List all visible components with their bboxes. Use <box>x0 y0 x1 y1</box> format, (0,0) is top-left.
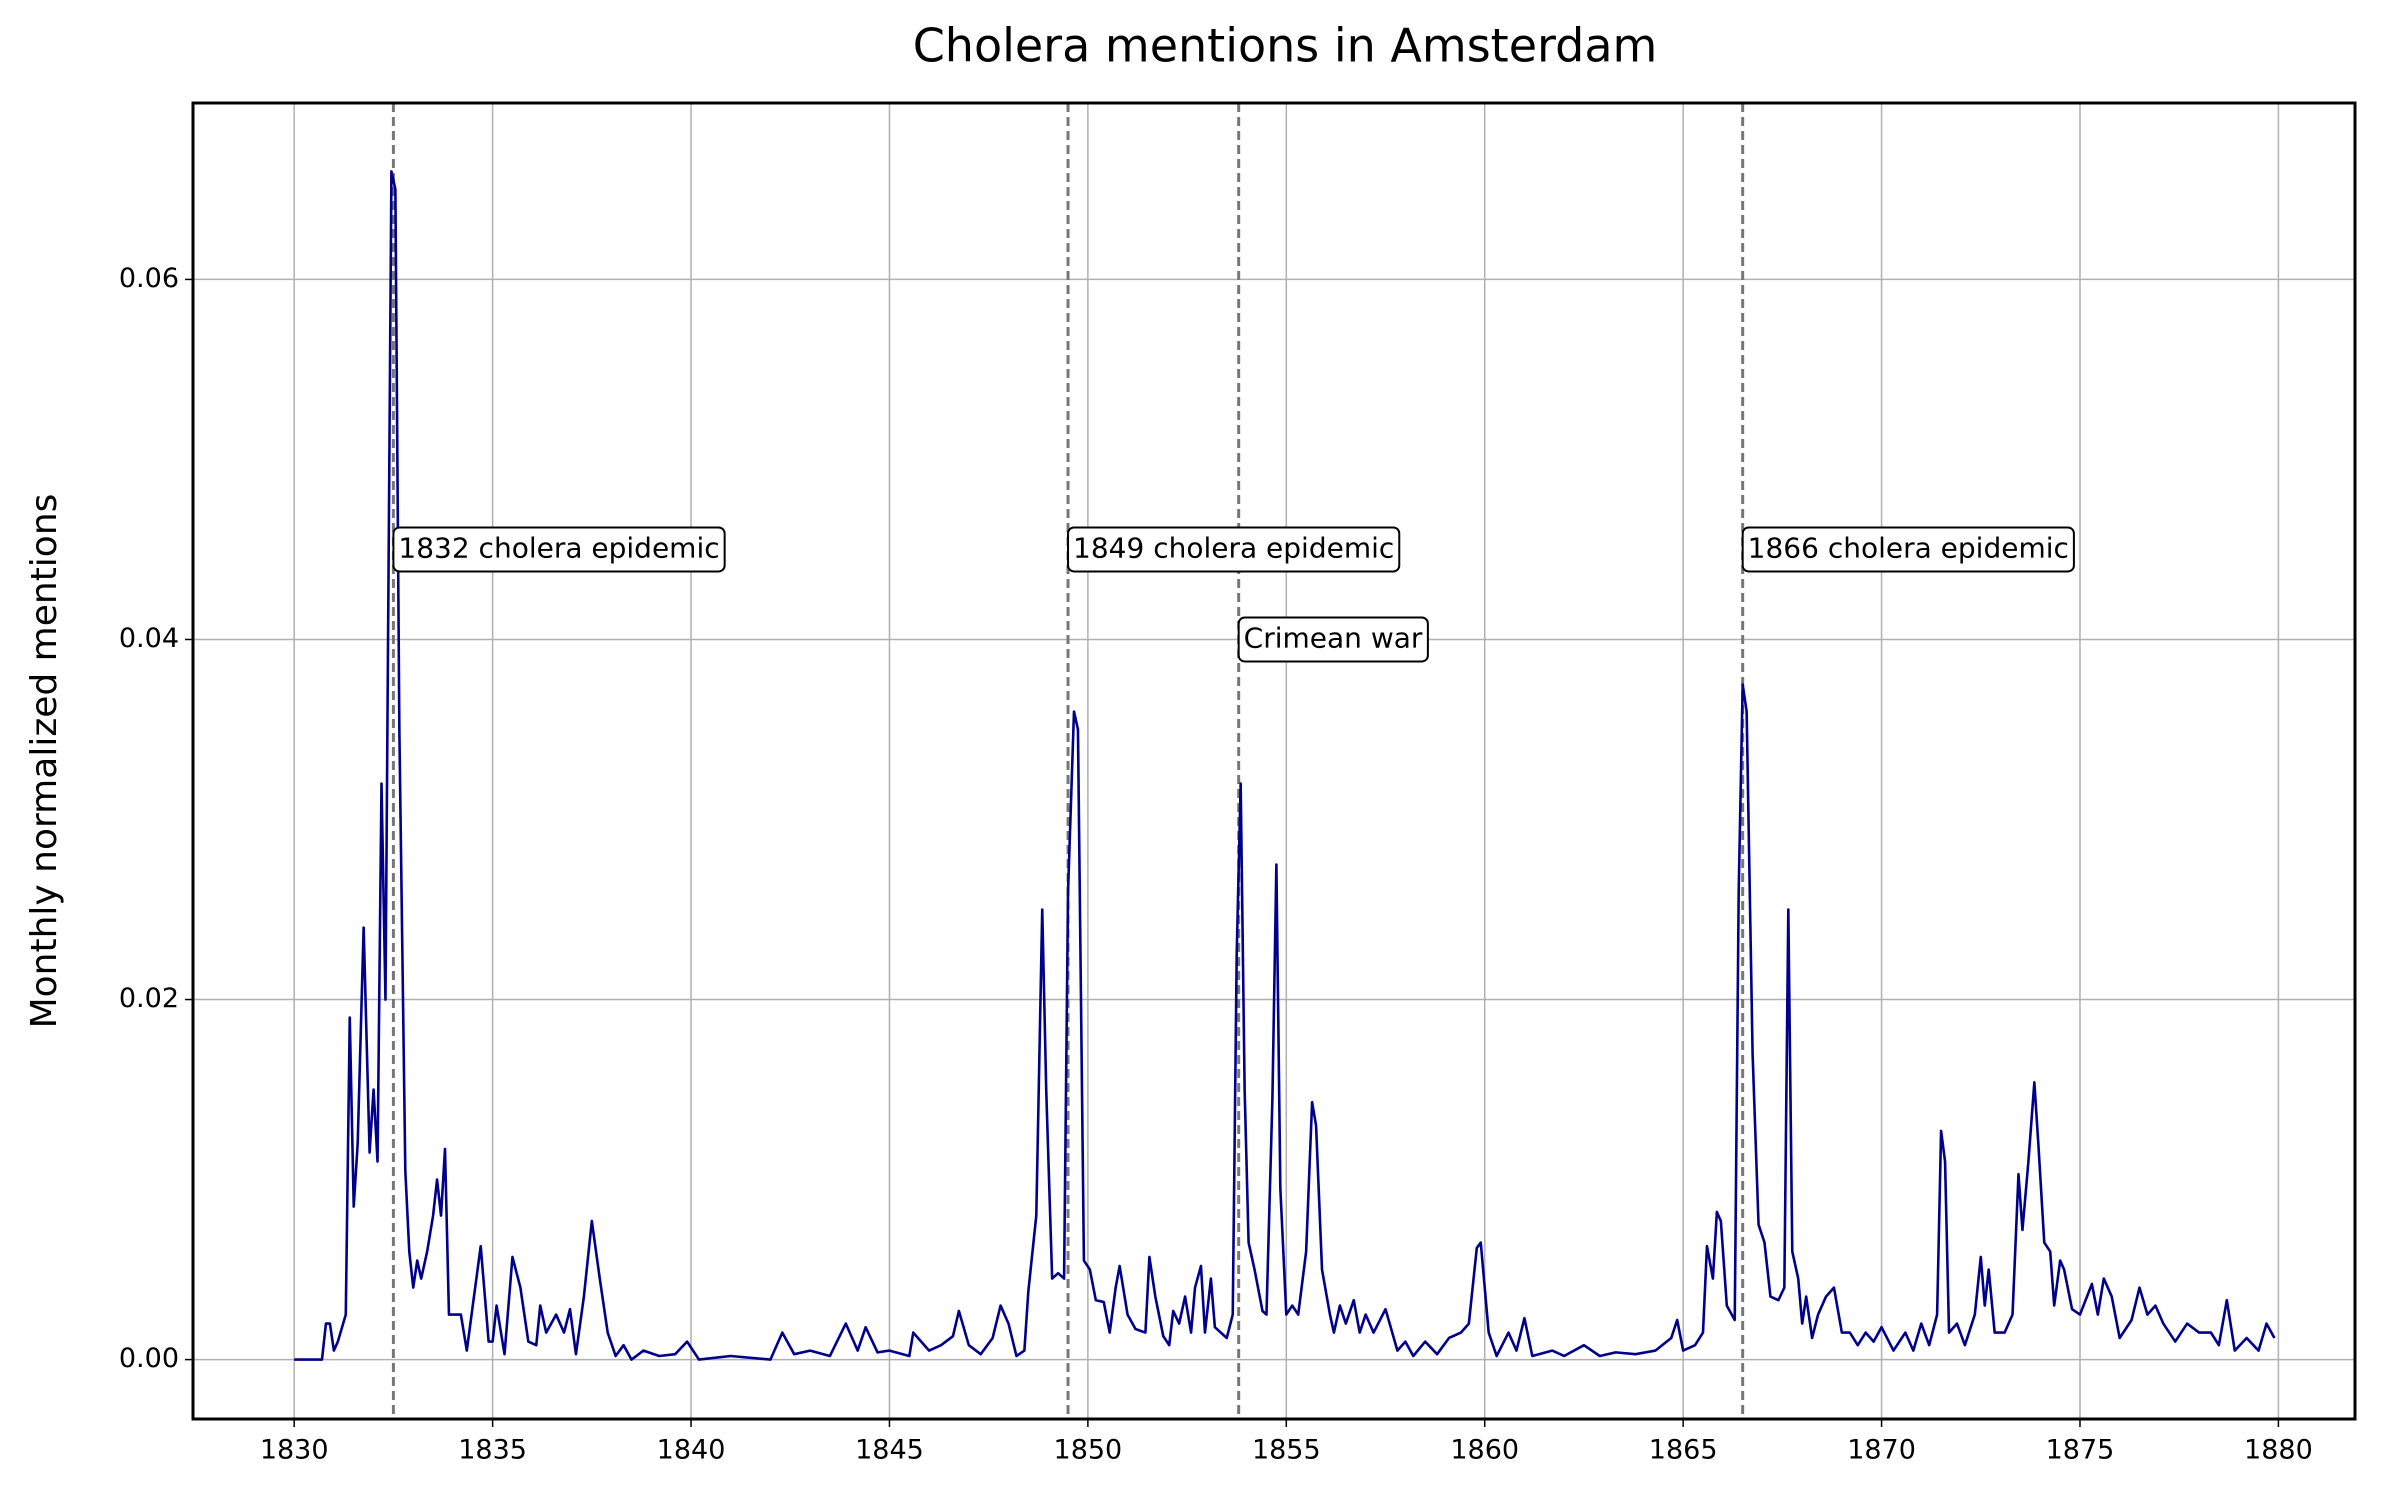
x-tick-label: 1860 <box>1450 1435 1519 1466</box>
annotation-label: 1849 cholera epidemic <box>1073 531 1394 564</box>
x-tick-label: 1850 <box>1054 1435 1123 1466</box>
x-tick-label: 1875 <box>2046 1435 2115 1466</box>
y-tick-label: 0.00 <box>119 1343 179 1374</box>
x-tick-label: 1845 <box>855 1435 924 1466</box>
y-tick-label: 0.06 <box>119 263 179 294</box>
y-tick-label: 0.04 <box>119 623 179 654</box>
x-tick-label: 1855 <box>1252 1435 1321 1466</box>
annotation-box <box>1741 526 2075 573</box>
y-axis-label: Monthly normalized mentions <box>24 494 65 1029</box>
x-tick-label: 1870 <box>1847 1435 1916 1466</box>
annotation-box <box>392 526 726 573</box>
chart-title: Cholera mentions in Amsterdam <box>913 19 1658 73</box>
x-tick-label: 1865 <box>1649 1435 1718 1466</box>
x-tick-label: 1840 <box>657 1435 726 1466</box>
annotation-label: Crimean war <box>1244 621 1423 654</box>
annotation-label: 1866 cholera epidemic <box>1748 531 2069 564</box>
plot-frame <box>191 101 2357 1421</box>
annotation-box <box>1067 526 1401 573</box>
y-tick-label: 0.02 <box>119 983 179 1014</box>
x-tick-label: 1880 <box>2244 1435 2313 1466</box>
x-tick-label: 1835 <box>458 1435 527 1466</box>
annotation-label: 1832 cholera epidemic <box>398 531 719 564</box>
data-line <box>294 170 2276 1361</box>
x-tick-label: 1830 <box>260 1435 329 1466</box>
annotation-box <box>1237 616 1429 663</box>
